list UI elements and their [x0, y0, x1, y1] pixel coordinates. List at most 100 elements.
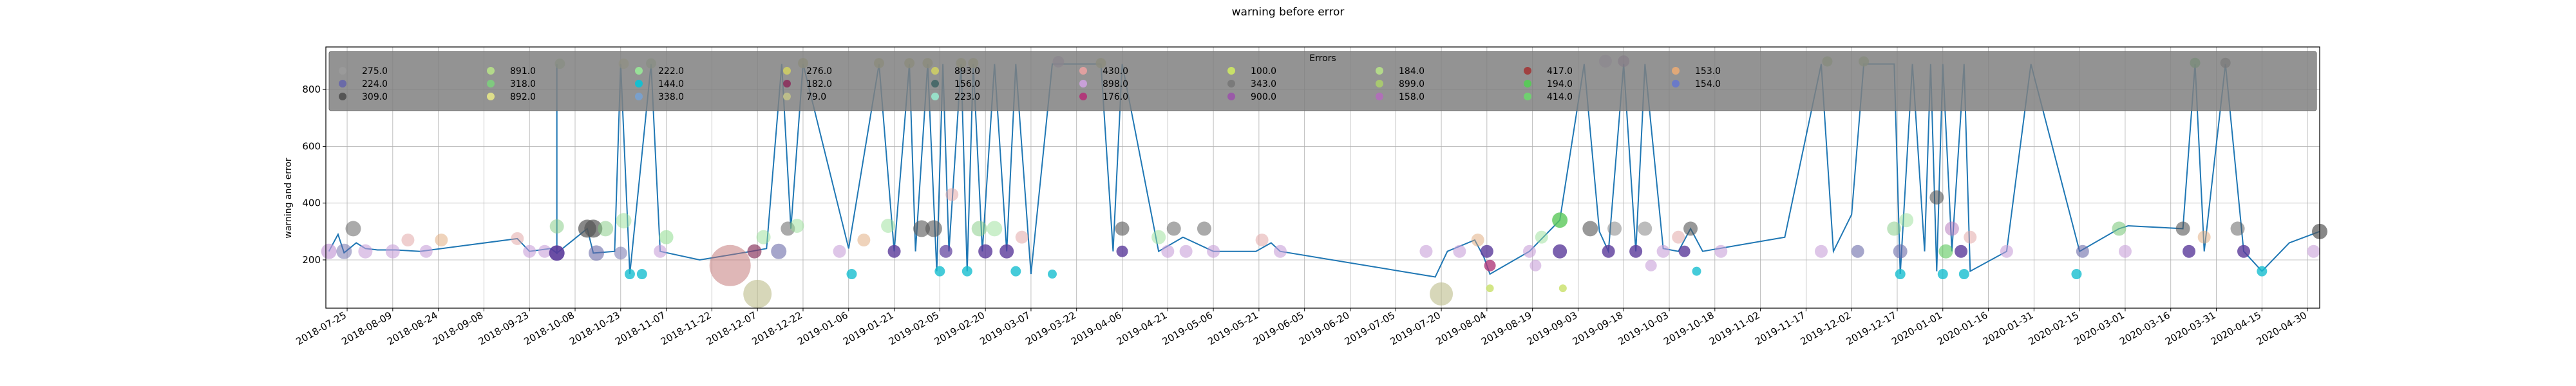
data-point: [1929, 190, 1944, 205]
data-point: [1955, 244, 1968, 258]
data-point: [709, 244, 751, 286]
x-tick-label: 2018-12-22: [750, 309, 804, 347]
y-tick-label: 600: [302, 140, 321, 152]
data-point: [1656, 244, 1670, 258]
legend-marker: [487, 80, 495, 87]
x-tick-label: 2019-03-22: [1023, 309, 1078, 347]
series-line-path: [328, 63, 2320, 278]
data-point: [1015, 230, 1028, 244]
data-point: [1582, 221, 1598, 237]
legend-marker: [1524, 80, 1531, 87]
data-point: [598, 221, 614, 237]
data-point: [1419, 244, 1433, 258]
legend-marker: [1376, 80, 1383, 87]
data-point: [385, 244, 400, 259]
data-point: [1964, 230, 1977, 244]
data-point: [1484, 259, 1496, 271]
legend-label: 318.0: [510, 79, 536, 89]
data-point: [1944, 221, 1959, 236]
data-point: [1151, 230, 1166, 244]
data-point: [1161, 244, 1175, 258]
x-tick-label: 2020-01-16: [1935, 309, 1990, 347]
data-point: [659, 230, 674, 244]
data-point: [2183, 244, 2196, 258]
legend-label: 144.0: [658, 79, 684, 89]
x-tick-label: 2020-03-01: [2072, 309, 2126, 347]
y-tick-label: 400: [302, 198, 321, 209]
legend-marker: [635, 67, 643, 75]
data-point: [747, 244, 762, 259]
legend-label: 176.0: [1103, 92, 1128, 102]
legend-label: 898.0: [1103, 79, 1128, 89]
x-tick-label: 2020-04-30: [2255, 309, 2309, 347]
chart-title: warning before error: [1232, 6, 1345, 19]
legend-marker: [1079, 93, 1087, 100]
x-tick-label: 2019-09-18: [1571, 309, 1625, 347]
x-tick-label: 2020-01-31: [1981, 309, 2036, 347]
data-point: [846, 269, 857, 280]
data-point: [2257, 266, 2268, 277]
data-point: [1895, 269, 1906, 280]
data-point: [549, 245, 565, 261]
data-point: [1197, 221, 1211, 236]
x-tick-label: 2020-01-01: [1889, 309, 1944, 347]
x-tick-label: 2020-04-15: [2209, 309, 2264, 347]
data-point: [1166, 221, 1181, 236]
x-tick-label: 2019-01-06: [795, 309, 850, 347]
legend-marker: [635, 93, 643, 100]
legend-label: 154.0: [1695, 79, 1721, 89]
legend-label: 224.0: [362, 79, 388, 89]
legend-label: 430.0: [1103, 66, 1128, 77]
data-point: [1116, 245, 1128, 257]
data-point: [987, 221, 1003, 237]
legend-marker: [783, 67, 791, 75]
data-point: [1851, 244, 1864, 258]
x-tick-label: 2019-05-06: [1160, 309, 1215, 347]
data-point: [1638, 221, 1653, 236]
data-point: [1683, 221, 1698, 236]
data-point: [1887, 221, 1902, 236]
data-point: [345, 221, 361, 237]
data-point: [1938, 244, 1953, 259]
legend-marker: [339, 80, 346, 87]
data-point: [925, 220, 942, 237]
data-point: [654, 244, 667, 258]
data-point: [2112, 221, 2126, 236]
data-point: [589, 245, 605, 261]
data-point: [1629, 244, 1643, 258]
x-tick-label: 2019-10-18: [1662, 309, 1716, 347]
legend-marker: [1672, 67, 1680, 75]
y-tick-label: 200: [302, 254, 321, 266]
x-tick-label: 2018-09-23: [477, 309, 531, 347]
x-tick-label: 2020-02-15: [2027, 309, 2081, 347]
data-point: [1899, 213, 1914, 228]
data-point: [2000, 244, 2013, 258]
legend-marker: [931, 80, 939, 87]
data-point: [1471, 234, 1484, 247]
legend-title: Errors: [1309, 53, 1336, 64]
legend-marker: [1672, 80, 1680, 87]
x-tick-label: 2018-09-08: [431, 309, 486, 347]
data-point: [584, 219, 603, 238]
data-point: [1553, 244, 1567, 259]
legend-label: 153.0: [1695, 66, 1721, 77]
legend-marker: [487, 67, 495, 75]
data-point: [2071, 269, 2082, 280]
x-tick-label: 2019-01-21: [841, 309, 896, 347]
data-point: [1535, 230, 1548, 244]
legend-label: 338.0: [658, 92, 684, 102]
data-point: [1255, 234, 1269, 247]
legend-marker: [1376, 93, 1383, 100]
data-point: [616, 213, 632, 229]
data-point: [743, 279, 772, 308]
legend-label: 222.0: [658, 66, 684, 77]
data-point: [2076, 244, 2089, 258]
data-point: [833, 244, 846, 258]
y-tick-label: 800: [302, 84, 321, 95]
data-point: [358, 244, 373, 259]
legend-label: 156.0: [954, 79, 980, 89]
x-tick-label: 2019-03-07: [978, 309, 1032, 347]
data-point: [857, 234, 871, 247]
data-point: [971, 221, 987, 237]
